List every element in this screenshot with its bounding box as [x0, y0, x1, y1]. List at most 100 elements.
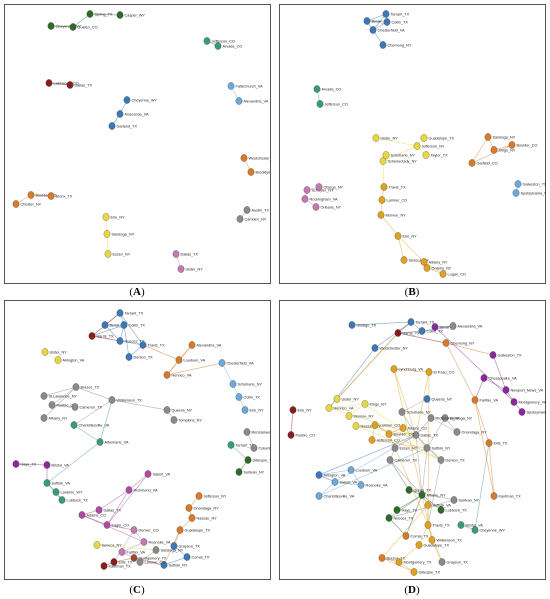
edge	[51, 404, 76, 408]
graph-node: Collin_TX	[418, 327, 443, 335]
network-graph-d: Hidalgo_TX Bexar_TX Harris_TX Tarrant_TX Col…	[279, 300, 546, 580]
node-marker	[393, 506, 401, 514]
edge	[389, 459, 410, 491]
node-marker	[490, 146, 498, 154]
node-marker	[183, 553, 191, 561]
panel-frame	[279, 4, 546, 284]
edge	[393, 368, 417, 436]
graph-node: Bristol_VA	[457, 521, 483, 529]
node-label: Schenectady_NY	[388, 160, 418, 164]
node-label: Larimer_CO	[387, 199, 408, 203]
graph-node: Laramie_WY	[52, 488, 83, 496]
panel-label-d: (D)	[404, 584, 420, 596]
node-label: Comal_TX	[411, 535, 429, 539]
node-label: Cheyenne_WY	[132, 99, 158, 103]
node-marker	[100, 562, 108, 570]
node-label: Montgomery_TX	[404, 561, 433, 565]
edge	[111, 399, 168, 411]
node-marker	[195, 492, 203, 500]
edge	[355, 425, 442, 461]
node-label: Nueces_TX	[394, 517, 414, 521]
edge	[119, 340, 144, 346]
node-marker	[437, 506, 445, 514]
edge	[372, 13, 387, 31]
node-label: Spring_TX	[95, 13, 113, 17]
graph-node: Casper_WY	[116, 11, 145, 19]
node-marker	[27, 191, 35, 199]
node-marker	[471, 396, 479, 404]
graph-node: Tarrant_TX	[227, 441, 255, 449]
graph-node: Bexar_TX	[431, 323, 457, 331]
edge	[415, 371, 430, 436]
node-label: Larimer_CO	[145, 561, 166, 565]
node-marker	[43, 461, 51, 469]
graph-node: Cheyenne_WY	[471, 526, 506, 534]
graph-node: Erie_NY	[241, 406, 264, 414]
node-marker	[502, 386, 510, 394]
graph-node: Chesapeake_VA	[480, 374, 517, 382]
edge	[43, 386, 77, 419]
graph-node: Jefferson_CO	[316, 100, 348, 108]
node-label: Salem_VA	[153, 473, 171, 477]
graph-node: Brooklyn_NY	[247, 168, 271, 176]
graph-node: Essex_NY	[391, 444, 418, 452]
edge	[408, 489, 455, 501]
node-marker	[185, 504, 193, 512]
node-marker	[369, 26, 377, 34]
node-label: Monroe_NY	[354, 415, 375, 419]
node-marker	[312, 203, 320, 211]
node-label: Onondaga_NY	[194, 507, 220, 511]
node-marker	[108, 396, 116, 404]
node-label: Roanoke_VA	[366, 484, 389, 488]
node-label: Nassau_NY	[197, 517, 218, 521]
node-marker	[357, 481, 365, 489]
node-label: Collin_TX	[129, 324, 146, 328]
graph-node: Travis_TX	[139, 341, 165, 349]
node-label: Williamson_TX	[437, 539, 463, 543]
node-label: Chester_NY	[21, 203, 42, 207]
edge	[380, 214, 399, 237]
graph-node: Hidalgo_TX	[348, 321, 377, 329]
graph-node: Alexandria_VA	[449, 322, 483, 330]
node-marker	[71, 403, 79, 411]
graph-node: Arlington_VA	[315, 471, 346, 479]
graph-node: Arvada_CO	[313, 85, 341, 93]
node-marker	[110, 558, 118, 566]
node-marker	[95, 506, 103, 514]
edge	[430, 417, 458, 433]
node-marker	[12, 460, 20, 468]
node-label: Erie_NY	[111, 216, 126, 220]
node-label: Spotsylvania_VA	[527, 411, 547, 415]
edge	[318, 447, 428, 497]
node-label: Fairfax_VA	[480, 399, 499, 403]
graph-node: Chesterfield_VA	[218, 359, 254, 367]
edge	[221, 362, 234, 385]
node-marker	[514, 180, 522, 188]
edge	[139, 549, 157, 563]
node-label: Jefferson_NY	[422, 145, 445, 149]
node-marker	[120, 321, 128, 329]
node-marker	[175, 356, 183, 364]
graph-node: Saratoga_NY	[441, 414, 473, 422]
node-label: Tarrant_TX	[416, 321, 435, 325]
node-label: Taylor_TX	[431, 154, 449, 158]
graph-node: Denton_TX	[437, 456, 465, 464]
graph-node: Harris_TX	[394, 329, 420, 337]
graph-node: Schuyler_NY	[303, 186, 334, 194]
edge	[46, 441, 101, 484]
graph-node: Brazos_TX	[72, 383, 100, 391]
node-marker	[163, 406, 171, 414]
graph-node: Garfield_CO	[468, 159, 498, 167]
node-marker	[125, 486, 133, 494]
node-marker	[382, 151, 390, 159]
graph-node: Guadalupe_TX	[415, 541, 450, 549]
node-marker	[424, 521, 432, 529]
node-label: Denton_TX	[134, 356, 154, 360]
node-label: Richmond_VA	[436, 417, 460, 421]
node-marker	[41, 348, 49, 356]
node-marker	[371, 344, 379, 352]
node-label: Essex_NY	[400, 447, 418, 451]
panel-d: Hidalgo_TX Bexar_TX Harris_TX Tarrant_TX Col…	[279, 300, 546, 580]
node-marker	[48, 401, 56, 409]
